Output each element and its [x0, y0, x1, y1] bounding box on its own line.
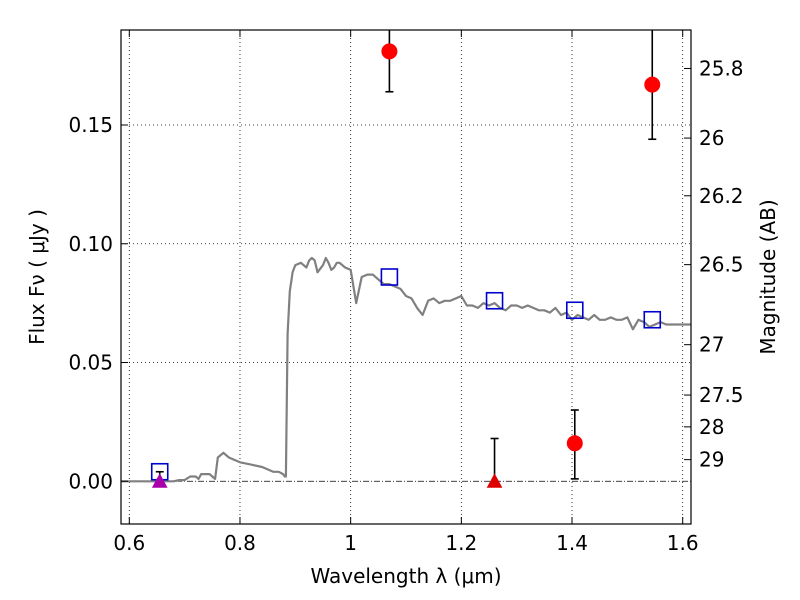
- y2-tick-label: 26.5: [699, 253, 744, 277]
- x-tick-label: 1.4: [556, 531, 588, 555]
- observed-flux-point: [644, 76, 661, 93]
- y-tick-label: 0.15: [68, 113, 113, 137]
- upper-limit-triangle: [151, 473, 168, 488]
- x-tick-label: 1.2: [445, 531, 477, 555]
- x-tick-label: 0.6: [113, 531, 145, 555]
- y-axis-ticks: 0.00 0.05 0.10 0.15: [68, 113, 128, 493]
- model-bandpass-square: [380, 268, 399, 286]
- x-tick-label: 0.8: [224, 531, 256, 555]
- observed-flux-point: [566, 435, 583, 452]
- y2-tick-label: 27: [699, 333, 724, 357]
- y2-tick-label: 25.8: [699, 56, 744, 80]
- y2-axis-ticks: 25.8 26 26.2 26.5 27 27.5 28 29: [684, 56, 744, 472]
- x-axis-title: Wavelength λ (μm): [310, 564, 501, 588]
- x-axis-ticks: 0.6 0.8 1 1.2 1.4 1.6: [113, 30, 699, 555]
- model-bandpass-square: [565, 301, 584, 320]
- y2-tick-label: 26: [699, 126, 724, 150]
- observed-flux-point: [381, 43, 398, 60]
- y2-axis-title: Magnitude (AB): [756, 199, 780, 354]
- plot-frame: [120, 29, 692, 525]
- model-bandpass-square: [643, 310, 662, 329]
- y-tick-label: 0.05: [68, 351, 113, 375]
- upper-limit-triangle: [486, 473, 503, 488]
- y2-tick-label: 29: [699, 448, 724, 472]
- x-tick-label: 1: [344, 531, 357, 555]
- y-axis-title: Flux Fν ( μJy ): [25, 209, 49, 345]
- marker-layer: [150, 30, 662, 488]
- grid-layer: [121, 30, 691, 524]
- y2-tick-label: 27.5: [699, 383, 744, 407]
- y2-tick-label: 26.2: [699, 184, 744, 208]
- y-tick-label: 0.10: [68, 232, 113, 256]
- y-tick-label: 0.00: [68, 469, 113, 493]
- model-bandpass-square: [485, 291, 504, 310]
- y2-tick-label: 28: [699, 415, 724, 439]
- x-tick-label: 1.6: [667, 531, 699, 555]
